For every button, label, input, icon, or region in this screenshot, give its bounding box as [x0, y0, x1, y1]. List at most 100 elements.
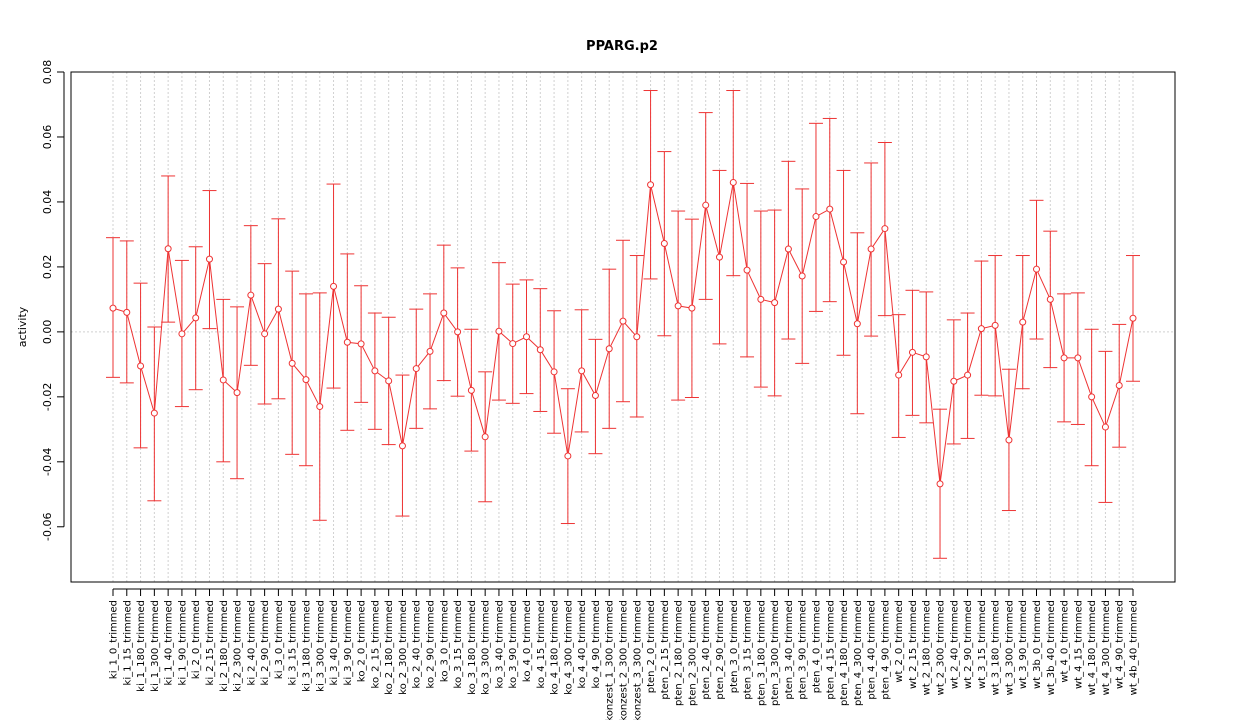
data-point [330, 282, 338, 290]
x-tick-label: ko_4_300_trimmed [563, 600, 574, 695]
x-tick-label: ki_2_180_trimmed [219, 600, 230, 692]
data-point [178, 330, 186, 338]
x-tick-label: ko_2_0_trimmed [357, 600, 368, 682]
x-tick-label: pten_2_15_trimmed [660, 600, 671, 700]
data-point [454, 328, 462, 336]
data-point [840, 258, 848, 266]
x-tick-label: ko_4_15_trimmed [536, 600, 547, 688]
x-tick-label: ki_1_15_trimmed [122, 600, 133, 685]
data-point [578, 367, 586, 375]
data-point [1060, 354, 1068, 362]
x-tick-label: konzest_1_300_trimmed [605, 600, 616, 720]
data-point [274, 305, 282, 313]
data-point [619, 317, 627, 325]
data-point [205, 255, 213, 263]
x-tick-label: ki_2_40_trimmed [246, 600, 257, 685]
data-point [881, 225, 889, 233]
x-tick-label: pten_2_90_trimmed [715, 600, 726, 700]
y-axis-label: activity [16, 306, 29, 347]
x-tick-label: pten_4_15_trimmed [825, 600, 836, 700]
data-point [550, 368, 558, 376]
data-point [371, 367, 379, 375]
x-tick-label: wt_4_180_trimmed [1087, 600, 1098, 695]
x-tick-label: ko_3_40_trimmed [494, 600, 505, 688]
plot-frame [70, 71, 1176, 583]
x-axis: ki_1_0_trimmed ki_1_15_trimmed ki_1_180_tr… [109, 588, 1140, 720]
data-point [729, 178, 737, 186]
y-tick-label: 0.06 [41, 125, 54, 150]
x-tick-label: wt_4_0_trimmed [1060, 600, 1071, 683]
x-tick-label: wt_4_15_trimmed [1073, 600, 1084, 689]
x-tick-label: pten_3_40_trimmed [784, 600, 795, 700]
x-tick-label: wt_2_90_trimmed [963, 600, 974, 689]
data-point [412, 365, 420, 373]
x-tick-label: ki_3_180_trimmed [301, 600, 312, 692]
x-tick-label: ki_1_40_trimmed [164, 600, 175, 685]
data-point [633, 333, 641, 341]
data-point [1115, 381, 1123, 389]
y-tick-label: 0.04 [41, 190, 54, 215]
data-point [674, 302, 682, 310]
x-tick-label: wt_2_40_trimmed [949, 600, 960, 689]
data-point [1046, 295, 1054, 303]
data-point [523, 333, 531, 341]
x-tick-label: ki_3_15_trimmed [288, 600, 299, 685]
x-tick-label: ki_3_0_trimmed [274, 600, 285, 679]
data-point [715, 253, 723, 261]
x-tick-label: pten_2_40_trimmed [701, 600, 712, 700]
x-tick-label: pten_3_90_trimmed [798, 600, 809, 700]
y-tick-label: 0.00 [41, 320, 54, 345]
x-tick-label: ko_2_15_trimmed [370, 600, 381, 688]
data-point [564, 452, 572, 460]
data-point [591, 392, 599, 400]
x-tick-label: ki_2_300_trimmed [233, 600, 244, 692]
data-point [743, 266, 751, 274]
data-point [440, 309, 448, 317]
data-point [936, 480, 944, 488]
x-tick-label: ko_2_90_trimmed [426, 600, 437, 688]
data-point [826, 205, 834, 213]
y-tick-label: -0.02 [41, 383, 54, 411]
x-tick-label: ko_4_180_trimmed [550, 600, 561, 695]
x-tick-label: pten_3_15_trimmed [743, 600, 754, 700]
x-tick-label: konzest_2_300_trimmed [619, 600, 630, 720]
x-tick-label: ko_3_300_trimmed [481, 600, 492, 695]
data-point [1101, 423, 1109, 431]
x-tick-label: ki_1_90_trimmed [177, 600, 188, 685]
y-axis: -0.06 -0.04 -0.02 0.00 0.02 0.04 0.06 0.08 [41, 60, 65, 541]
data-point [977, 325, 985, 333]
data-point [398, 442, 406, 450]
x-tick-label: wt_3_90_trimmed [1018, 600, 1029, 689]
data-point [660, 240, 668, 248]
data-point [481, 433, 489, 441]
x-tick-label: wt_2_180_trimmed [922, 600, 933, 695]
data-point [1129, 314, 1137, 322]
x-tick-label: ko_2_180_trimmed [384, 600, 395, 695]
x-tick-label: ko_4_0_trimmed [522, 600, 533, 682]
data-point [109, 304, 117, 312]
x-tick-label: wt_3b_40_trimmed [1046, 600, 1057, 695]
x-tick-label: wt_4_300_trimmed [1101, 600, 1112, 695]
data-point [991, 321, 999, 329]
data-point [467, 386, 475, 394]
data-point [343, 338, 351, 346]
x-tick-label: ko_4_90_trimmed [591, 600, 602, 688]
series [106, 90, 1140, 559]
x-tick-label: wt_4b_40_trimmed [1129, 600, 1140, 695]
x-tick-label: pten_4_90_trimmed [880, 600, 891, 700]
data-point [784, 245, 792, 253]
data-point [137, 362, 145, 370]
y-tick-label: -0.06 [41, 513, 54, 541]
data-point [771, 299, 779, 307]
data-point [357, 340, 365, 348]
x-tick-label: ko_3_180_trimmed [467, 600, 478, 695]
x-tick-label: pten_4_300_trimmed [853, 600, 864, 706]
data-point [288, 359, 296, 367]
y-tick-label: -0.04 [41, 448, 54, 476]
x-tick-label: pten_3_180_trimmed [756, 600, 767, 706]
x-tick-label: ki_3_40_trimmed [329, 600, 340, 685]
data-point [688, 304, 696, 312]
x-tick-label: wt_3_300_trimmed [1004, 600, 1015, 695]
x-tick-label: wt_2_0_trimmed [894, 600, 905, 683]
